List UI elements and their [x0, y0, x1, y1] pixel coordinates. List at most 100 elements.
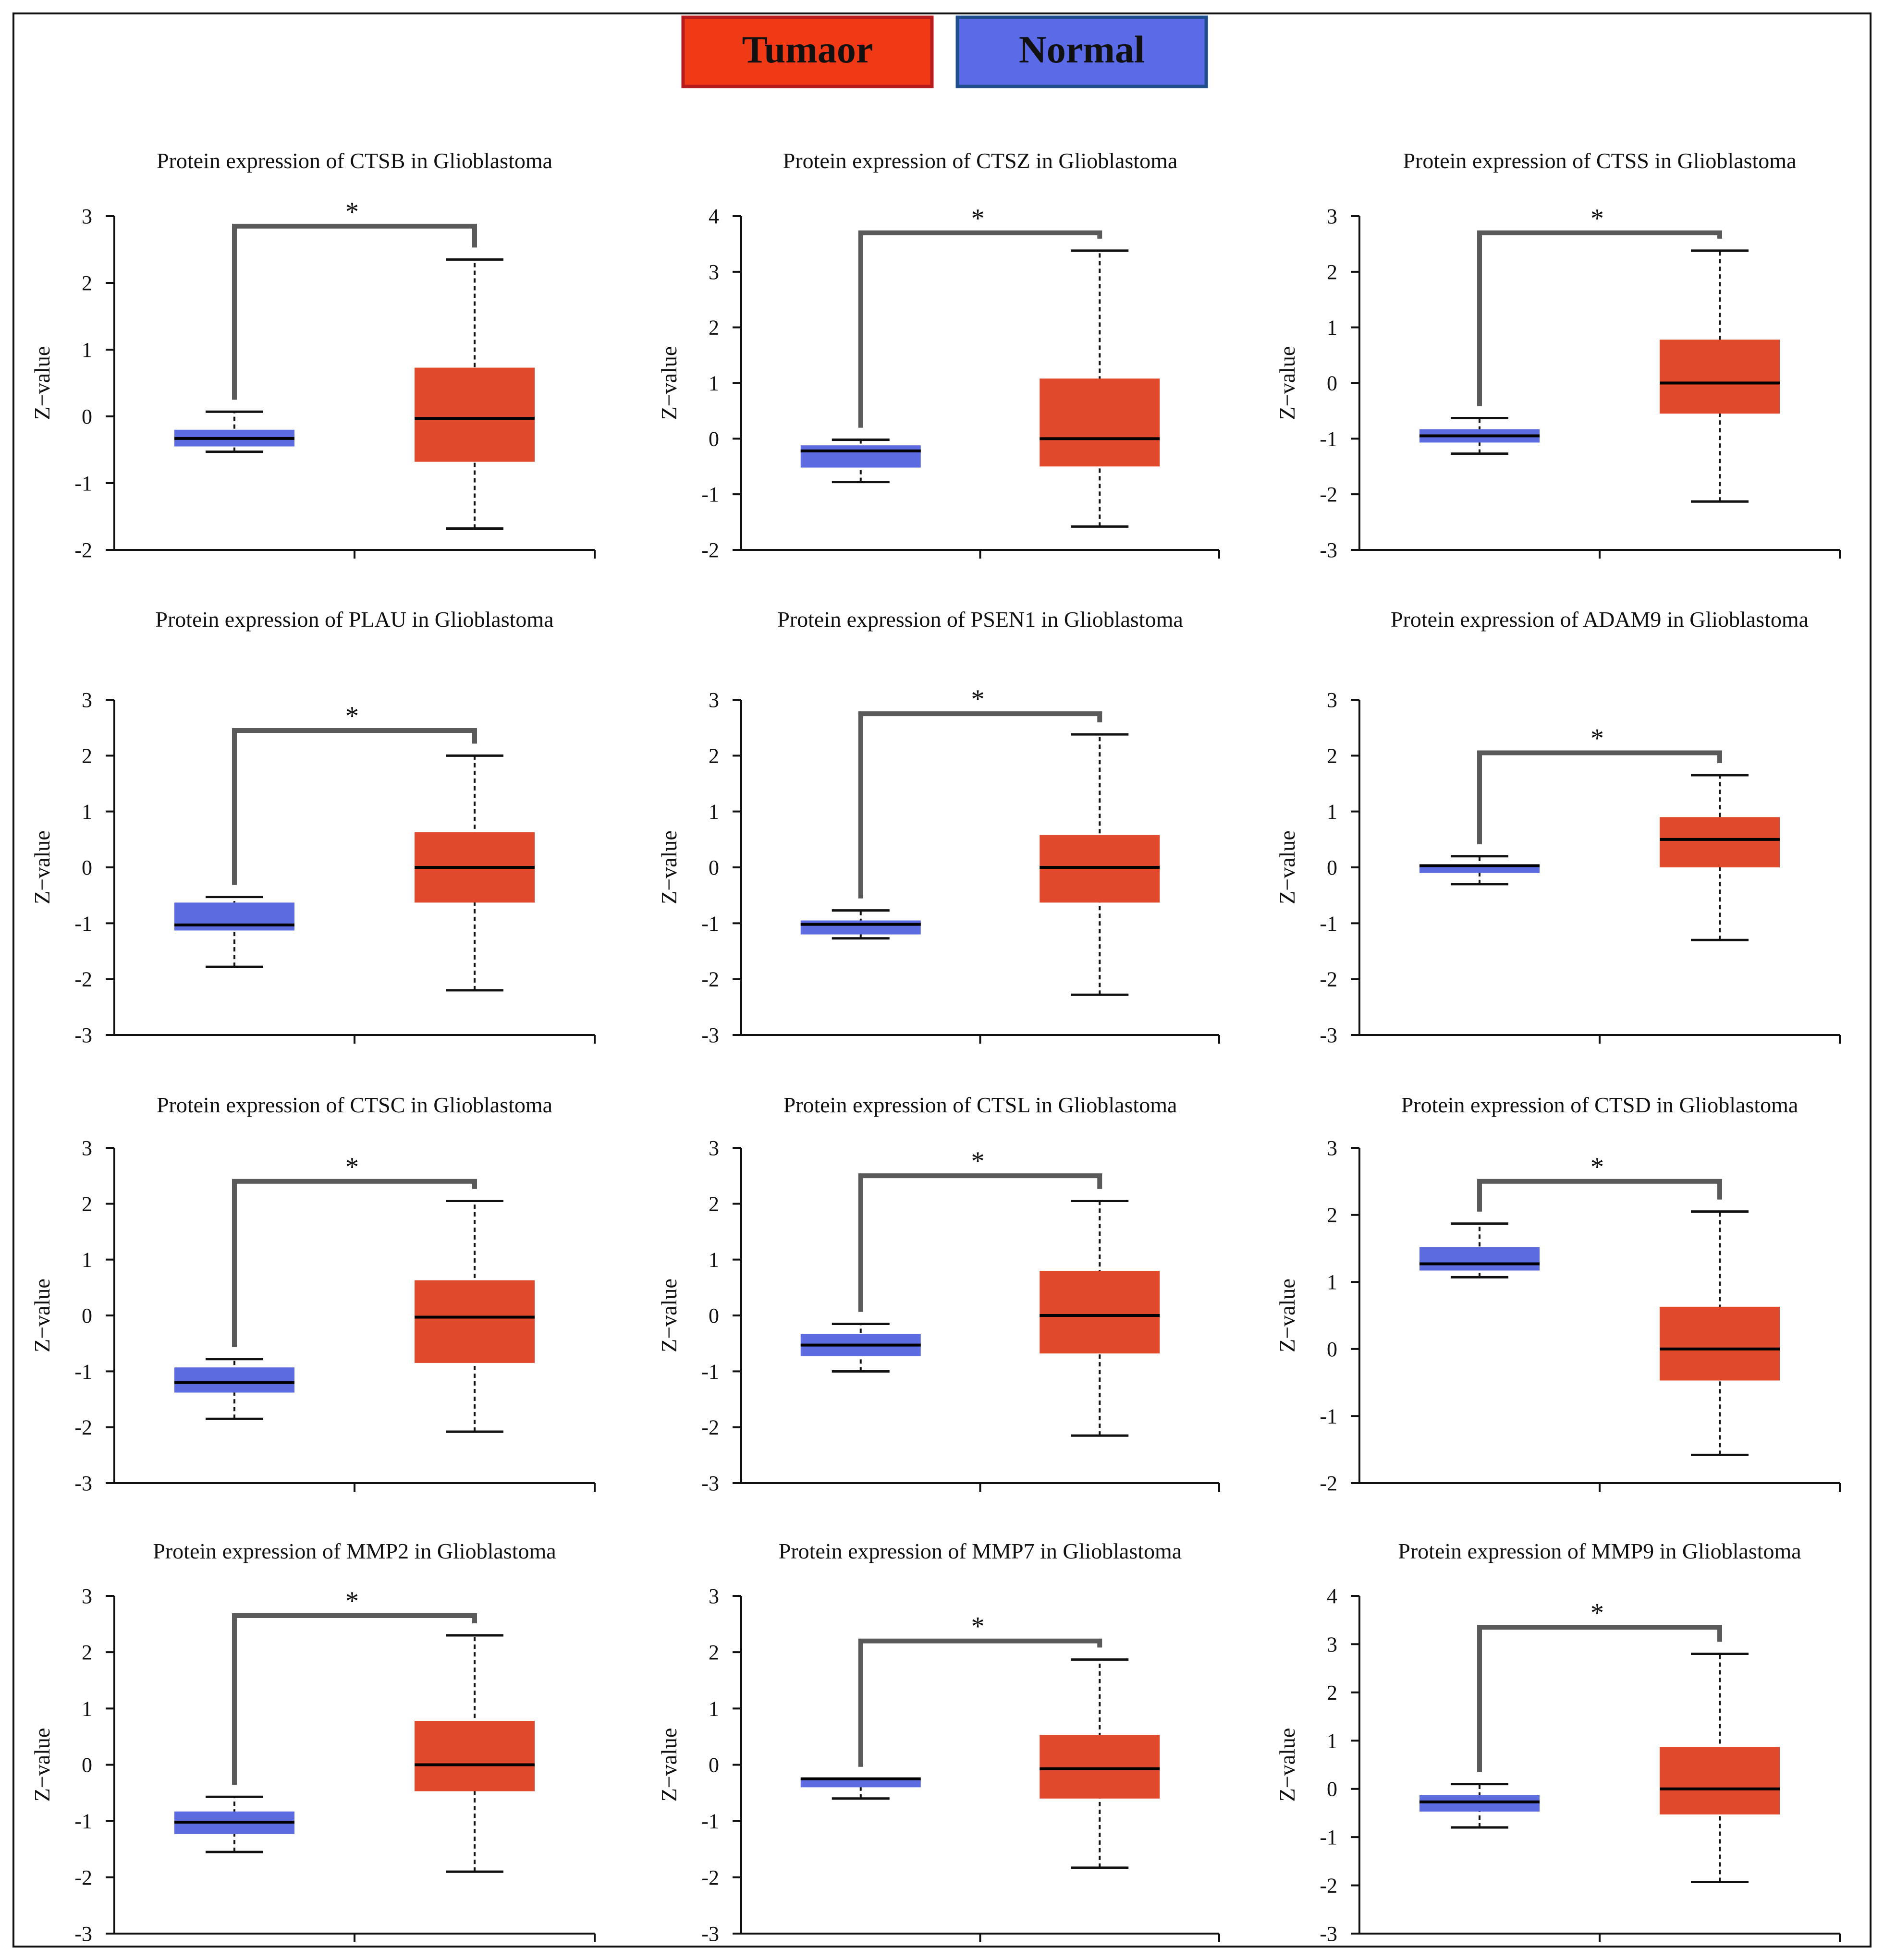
- significance-star: *: [971, 684, 985, 714]
- significance-bracket: [1477, 1179, 1722, 1212]
- box-normal: [800, 438, 921, 484]
- y-tick-label: -3: [701, 1472, 719, 1495]
- legend: Tumaor Normal: [681, 15, 1208, 88]
- panel-title: Protein expression of MMP7 in Glioblasto…: [779, 1539, 1182, 1563]
- y-tick-label: 2: [1327, 1204, 1337, 1227]
- y-tick-label: 0: [709, 1304, 719, 1327]
- legend-item-normal[interactable]: Normal: [955, 15, 1208, 88]
- y-tick-label: -2: [1320, 1472, 1337, 1495]
- y-tick-label: -3: [1320, 538, 1337, 562]
- iqr-box: [800, 1778, 921, 1788]
- y-tick-label: 3: [709, 260, 719, 284]
- y-tick-label: 2: [1327, 1681, 1337, 1704]
- y-tick-label: -2: [701, 538, 719, 562]
- box-tumor: [415, 1200, 535, 1433]
- iqr-box: [800, 920, 921, 935]
- y-tick-label: 3: [709, 1584, 719, 1608]
- significance-star: *: [345, 197, 359, 227]
- y-tick-label: 3: [82, 1584, 92, 1608]
- significance-star: *: [1590, 1598, 1604, 1628]
- y-tick-label: 0: [709, 856, 719, 879]
- y-axis-label: Z−value: [657, 346, 681, 420]
- y-axis-label: Z−value: [1275, 1728, 1299, 1802]
- y-tick-label: -3: [701, 1023, 719, 1047]
- y-tick-label: -2: [701, 1866, 719, 1889]
- y-tick-label: 4: [709, 205, 719, 228]
- y-tick-label: 3: [709, 1136, 719, 1160]
- y-tick-label: 1: [709, 800, 719, 824]
- y-tick-label: 2: [1327, 260, 1337, 284]
- panel-title: Protein expression of CTSL in Glioblasto…: [783, 1093, 1177, 1117]
- boxplot-panel: Protein expression of ADAM9 in Glioblast…: [1275, 607, 1841, 1047]
- iqr-box: [1040, 378, 1160, 467]
- box-tumor: [1040, 1200, 1160, 1437]
- significance-bracket: [1477, 750, 1722, 844]
- y-tick-label: -2: [74, 1416, 92, 1439]
- iqr-box: [174, 1367, 294, 1393]
- y-axis-label: Z−value: [657, 830, 681, 904]
- box-tumor: [1660, 1653, 1780, 1884]
- significance-star: *: [1590, 724, 1604, 754]
- panel-title: Protein expression of PLAU in Glioblasto…: [155, 607, 553, 632]
- significance-bracket: [232, 223, 477, 400]
- y-axis-label: Z−value: [657, 1728, 681, 1802]
- boxplot-panel: Protein expression of CTSD in Glioblasto…: [1275, 1093, 1841, 1495]
- y-tick-label: -1: [74, 1810, 92, 1833]
- significance-bracket: [232, 1613, 477, 1785]
- y-tick-label: 3: [82, 688, 92, 712]
- panel-title: Protein expression of CTSD in Glioblasto…: [1401, 1093, 1798, 1117]
- iqr-box: [415, 1721, 535, 1791]
- y-tick-label: 0: [709, 1753, 719, 1777]
- y-tick-label: 0: [82, 1304, 92, 1327]
- significance-bracket: [858, 1173, 1102, 1312]
- box-tumor: [415, 1634, 535, 1873]
- y-axis-label: Z−value: [657, 1278, 681, 1352]
- y-tick-label: -1: [1320, 1404, 1337, 1428]
- y-tick-label: -1: [1320, 1826, 1337, 1849]
- box-normal: [1419, 1222, 1540, 1278]
- box-tumor: [1660, 1210, 1780, 1456]
- y-tick-label: -2: [1320, 968, 1337, 991]
- legend-label-normal: Normal: [1019, 29, 1145, 71]
- panel-title: Protein expression of CTSS in Glioblasto…: [1403, 148, 1796, 173]
- y-tick-label: 2: [82, 1641, 92, 1664]
- y-tick-label: -1: [1320, 912, 1337, 935]
- panel-title: Protein expression of CTSC in Glioblasto…: [157, 1093, 552, 1117]
- y-tick-label: 1: [82, 1248, 92, 1272]
- y-tick-label: -1: [1320, 427, 1337, 450]
- significance-star: *: [1590, 204, 1604, 233]
- significance-star: *: [1590, 1152, 1604, 1182]
- y-tick-label: 1: [709, 1248, 719, 1272]
- y-tick-label: 2: [1327, 744, 1337, 767]
- box-tumor: [415, 258, 535, 530]
- box-normal: [1419, 855, 1540, 886]
- y-tick-label: 3: [1327, 205, 1337, 228]
- y-tick-label: -3: [74, 1922, 92, 1946]
- y-tick-label: -1: [701, 1360, 719, 1383]
- y-tick-label: 1: [1327, 316, 1337, 340]
- significance-star: *: [345, 701, 359, 731]
- box-tumor: [1040, 733, 1160, 996]
- y-tick-label: 4: [1327, 1584, 1337, 1608]
- panel-title: Protein expression of MMP2 in Glioblasto…: [153, 1539, 556, 1563]
- y-tick-label: 1: [1327, 800, 1337, 824]
- y-tick-label: -1: [701, 912, 719, 935]
- y-tick-label: 1: [1327, 1729, 1337, 1753]
- y-tick-label: -3: [1320, 1023, 1337, 1047]
- significance-bracket: [1477, 230, 1722, 406]
- y-tick-label: 3: [1327, 1632, 1337, 1656]
- significance-star: *: [971, 1612, 985, 1642]
- iqr-box: [1419, 1247, 1540, 1271]
- iqr-box: [1660, 1306, 1780, 1381]
- y-tick-label: 3: [1327, 688, 1337, 712]
- panels: Protein expression of CTSB in Glioblasto…: [30, 148, 1841, 1946]
- y-tick-label: 0: [709, 427, 719, 450]
- legend-item-tumor[interactable]: Tumaor: [681, 15, 934, 88]
- iqr-box: [415, 367, 535, 462]
- figure-frame: [12, 12, 1872, 1948]
- y-tick-label: 0: [1327, 1338, 1337, 1361]
- boxplot-panel: Protein expression of PLAU in Glioblasto…: [30, 607, 596, 1047]
- y-axis-label: Z−value: [1275, 1278, 1299, 1352]
- y-tick-label: 0: [82, 405, 92, 428]
- y-tick-label: -1: [701, 1810, 719, 1833]
